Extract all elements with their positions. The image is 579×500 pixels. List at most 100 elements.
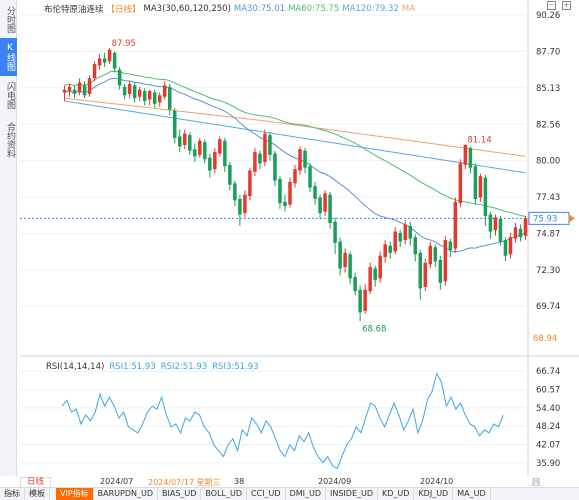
candle-body bbox=[488, 214, 493, 232]
candle-body bbox=[463, 144, 468, 165]
rsi2-value: RSI2:51.93 bbox=[160, 362, 208, 372]
candle-body bbox=[328, 194, 332, 224]
price-axis-label: 90.26 bbox=[536, 11, 560, 21]
reset-icon[interactable]: 回 bbox=[532, 478, 540, 487]
candle-body bbox=[428, 245, 433, 265]
candle-body bbox=[298, 149, 302, 171]
candle-body bbox=[378, 255, 382, 279]
candle-body bbox=[177, 136, 182, 147]
candle-body bbox=[278, 179, 282, 204]
price-annotation: 81.14 bbox=[467, 135, 491, 145]
tab-cci[interactable]: CCI_UD bbox=[247, 488, 286, 500]
tab-kline[interactable]: K线图 bbox=[0, 38, 17, 76]
rsi-axis-label: 54.40 bbox=[536, 404, 560, 414]
candle-body bbox=[478, 176, 483, 198]
candle-body bbox=[72, 89, 77, 94]
tab-vip-indicators[interactable]: VIP指标 bbox=[56, 488, 94, 500]
candle-body bbox=[132, 85, 137, 99]
candle-body bbox=[368, 267, 372, 292]
candle-body bbox=[137, 89, 142, 97]
candle-body bbox=[112, 52, 117, 69]
candle-body bbox=[228, 164, 232, 185]
instrument-name: 布伦特原油连续 bbox=[44, 5, 104, 15]
candle-body bbox=[438, 259, 443, 283]
date-label: 2024/07 bbox=[100, 477, 134, 486]
candle-body bbox=[308, 166, 312, 188]
candle-body bbox=[408, 225, 413, 239]
candle-body bbox=[107, 49, 112, 62]
candle-body bbox=[318, 197, 322, 214]
candle-body bbox=[343, 252, 347, 268]
tab-indicators[interactable]: 指标 bbox=[0, 488, 25, 500]
price-axis-label: 85.13 bbox=[536, 84, 560, 94]
candle-body bbox=[468, 147, 473, 168]
candle-body bbox=[498, 218, 503, 242]
price-axis-label: 80.00 bbox=[536, 157, 560, 167]
tab-contract-info[interactable]: 合约资料 bbox=[5, 122, 15, 158]
candle-body bbox=[383, 244, 387, 258]
candle-body bbox=[162, 85, 167, 97]
rsi1-value: RSI1:51.93 bbox=[109, 362, 156, 372]
tab-bias[interactable]: BIAS_UD bbox=[158, 488, 202, 500]
date-label: 2024/10 bbox=[420, 477, 454, 486]
candle-body bbox=[358, 289, 362, 313]
candle-body bbox=[87, 78, 92, 94]
candle-body bbox=[448, 241, 453, 251]
tab-boll[interactable]: BOLL_UD bbox=[201, 488, 248, 500]
candle-body bbox=[388, 245, 392, 253]
candle-body bbox=[193, 149, 197, 157]
candle-body bbox=[233, 183, 237, 201]
tab-inside[interactable]: INSIDE_UD bbox=[326, 488, 379, 500]
ma-settings-label[interactable]: MA3(30,60,120,250) bbox=[143, 4, 231, 14]
candle-body bbox=[203, 142, 207, 160]
tab-kdj[interactable]: KDJ_UD bbox=[414, 488, 454, 500]
candle-body bbox=[473, 166, 478, 199]
date-cursor-label: 2024/07/17 星期三 bbox=[148, 478, 221, 487]
candle-body bbox=[413, 237, 418, 255]
candle-body bbox=[253, 152, 257, 172]
candle-body bbox=[513, 227, 518, 239]
candle-body bbox=[213, 152, 217, 170]
candle-body bbox=[218, 139, 222, 154]
candle-body bbox=[518, 228, 523, 238]
tab-timeshare[interactable]: 分时图 bbox=[5, 5, 15, 33]
ma120-line bbox=[64, 100, 526, 174]
candle-body bbox=[223, 140, 227, 167]
candle-body bbox=[333, 221, 337, 243]
candle-body bbox=[117, 69, 122, 86]
ma60-line bbox=[64, 70, 526, 217]
rsi-axis-label: 42.07 bbox=[536, 441, 560, 451]
date-axis: 2024/07 2024/07/17 星期三 38 2024/09 2024/1… bbox=[0, 476, 579, 487]
rsi3-value: RSI3:51.93 bbox=[212, 362, 259, 372]
candle-body bbox=[433, 247, 438, 262]
tab-barupdn[interactable]: BARUPDN_UD bbox=[94, 488, 159, 500]
tab-templates[interactable]: 模板 bbox=[25, 488, 50, 500]
candle-body bbox=[493, 217, 498, 231]
candle-body bbox=[283, 201, 287, 207]
period-label[interactable]: 【日线】 bbox=[106, 5, 141, 15]
date-label: 38 bbox=[234, 477, 245, 486]
tab-kd[interactable]: KD_UD bbox=[378, 488, 415, 500]
candle-body bbox=[82, 85, 87, 96]
rsi-line bbox=[61, 372, 504, 470]
tab-flash[interactable]: 闪电图 bbox=[5, 81, 15, 109]
ma120-value: MA120:79.32 bbox=[342, 4, 399, 14]
candle-body bbox=[243, 194, 247, 214]
price-axis-label: 69.74 bbox=[536, 302, 560, 312]
price-marker-icon bbox=[569, 214, 575, 223]
candle-body bbox=[393, 231, 397, 252]
tab-ma[interactable]: MA_UD bbox=[453, 488, 491, 500]
candle-body bbox=[418, 252, 423, 289]
candle-body bbox=[363, 289, 367, 312]
plus-icon[interactable]: + bbox=[562, 1, 571, 10]
candle-body bbox=[77, 82, 82, 93]
tab-dmi[interactable]: DMI_UD bbox=[286, 488, 326, 500]
date-label: 2024/09 bbox=[318, 477, 352, 486]
candle-body bbox=[508, 237, 513, 255]
indicator-tabs: 指标 模板 VIP指标 BARUPDN_UD BIAS_UD BOLL_UD C… bbox=[0, 487, 579, 500]
rsi-axis-label: 35.90 bbox=[536, 459, 560, 469]
current-price-tag: 75.93 bbox=[533, 214, 557, 224]
candle-body bbox=[403, 224, 407, 241]
minus-icon[interactable]: − bbox=[547, 1, 556, 10]
